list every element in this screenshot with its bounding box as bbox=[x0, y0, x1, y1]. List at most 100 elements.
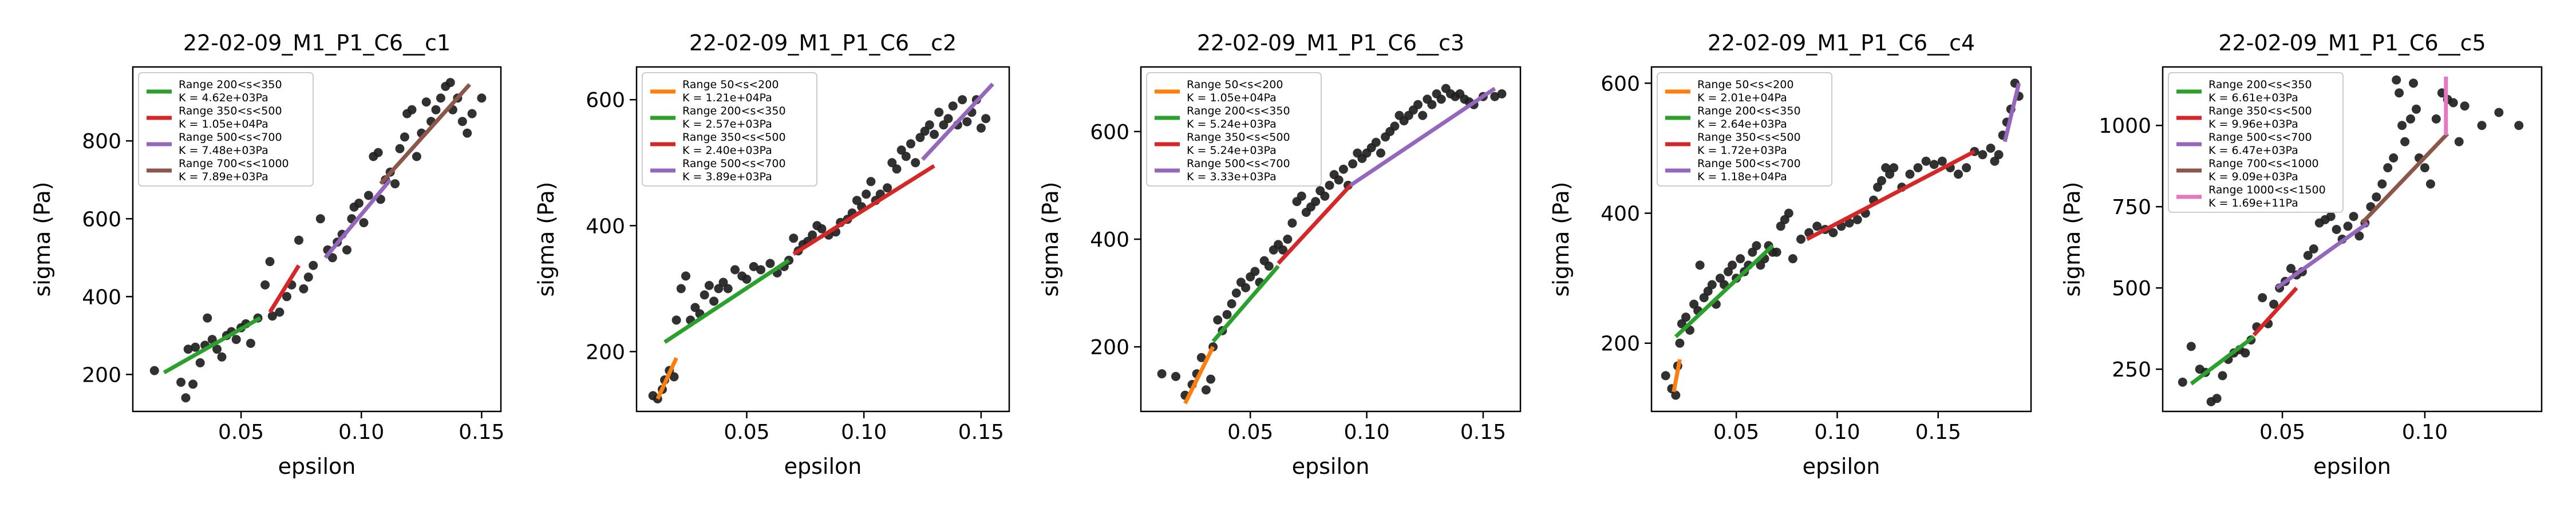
legend-box bbox=[1146, 72, 1322, 187]
legend-entry-k: K = 6.61e+03Pa bbox=[2208, 92, 2298, 104]
fit-line-1 bbox=[163, 316, 262, 375]
x-tick-label: 0.10 bbox=[841, 421, 887, 444]
axes-frame bbox=[1650, 66, 2032, 413]
fit-line-2 bbox=[2252, 286, 2298, 336]
fit-line-2 bbox=[663, 258, 791, 344]
data-point bbox=[1222, 310, 1232, 319]
data-point bbox=[1990, 156, 2000, 166]
data-point bbox=[407, 105, 417, 114]
data-point bbox=[901, 152, 911, 161]
data-point bbox=[730, 265, 740, 275]
data-point bbox=[1681, 312, 1690, 322]
x-tick-label: 0.05 bbox=[2259, 421, 2305, 444]
data-point bbox=[282, 292, 291, 302]
y-tick-label: 1000 bbox=[2099, 114, 2151, 138]
axes-frame bbox=[635, 66, 1010, 413]
chart-title: 22-02-09_M1_P1_C6__c2 bbox=[689, 30, 957, 56]
data-point bbox=[212, 344, 222, 354]
data-point bbox=[911, 158, 920, 168]
fit-line-4 bbox=[920, 82, 994, 161]
fit-line-3 bbox=[792, 164, 935, 256]
data-point bbox=[1707, 280, 1717, 290]
data-point bbox=[1338, 164, 1348, 174]
data-point bbox=[1986, 144, 1996, 153]
legend-entry-k: K = 1.21e+04Pa bbox=[682, 92, 772, 104]
data-point bbox=[294, 235, 303, 245]
y-tick-label: 200 bbox=[1090, 336, 1129, 359]
data-point bbox=[962, 117, 972, 126]
data-point bbox=[1978, 150, 1988, 160]
data-point bbox=[892, 164, 902, 174]
legend-entry-range: Range 500<s<700 bbox=[179, 131, 282, 144]
data-point bbox=[1196, 352, 1206, 362]
data-point bbox=[1320, 191, 1330, 201]
data-point bbox=[1788, 254, 1797, 264]
data-point bbox=[467, 109, 477, 118]
data-point bbox=[920, 126, 930, 136]
y-axis-label: sigma (Pa) bbox=[1038, 181, 1063, 296]
x-axis-label: epsilon bbox=[784, 454, 862, 479]
legend-entry-range: Range 350<s<500 bbox=[179, 105, 282, 117]
legend-entry-range: Range 700<s<1000 bbox=[2208, 157, 2319, 170]
data-point bbox=[1497, 89, 1507, 98]
chart-title: 22-02-09_M1_P1_C6__c3 bbox=[1197, 30, 1464, 56]
fit-line-1 bbox=[1672, 359, 1682, 393]
data-point bbox=[1348, 159, 1358, 169]
chart-panel-1: 22-02-09_M1_P1_C6__c1 0.05 0.10 0.15 200 400 6… bbox=[30, 30, 504, 479]
legend-entry-range: Range 50<s<200 bbox=[682, 78, 779, 91]
data-point bbox=[1677, 319, 1686, 328]
data-point bbox=[2460, 101, 2470, 111]
y-tick-label: 800 bbox=[82, 130, 121, 153]
data-point bbox=[883, 183, 892, 193]
x-tick-label: 0.05 bbox=[1713, 421, 1759, 444]
fit-line-3 bbox=[323, 179, 392, 259]
data-point bbox=[421, 97, 431, 107]
chart-panel-4: 22-02-09_M1_P1_C6__c4 0.05 0.10 0.15 200 400 6… bbox=[1548, 30, 2032, 479]
data-point bbox=[445, 78, 455, 88]
data-point bbox=[1776, 221, 1785, 231]
data-point bbox=[183, 344, 193, 354]
data-point bbox=[976, 123, 986, 133]
axes-frame bbox=[132, 66, 502, 413]
x-tick-label: 0.10 bbox=[1344, 421, 1389, 444]
x-axis-label: epsilon bbox=[1803, 454, 1880, 479]
y-axis-label: sigma (Pa) bbox=[30, 181, 55, 296]
data-point bbox=[195, 358, 205, 367]
data-point bbox=[1675, 338, 1685, 348]
data-point bbox=[948, 101, 958, 111]
data-point bbox=[1752, 241, 1761, 251]
data-point bbox=[1283, 235, 1293, 244]
data-point bbox=[681, 271, 690, 281]
fit-line-2 bbox=[1674, 244, 1774, 338]
data-point bbox=[436, 93, 445, 103]
data-point bbox=[2389, 153, 2399, 163]
legend-entry-range: Range 500<s<700 bbox=[1697, 157, 1801, 170]
fit-line-4 bbox=[2360, 132, 2449, 225]
fit-line-2 bbox=[268, 264, 301, 314]
data-point bbox=[412, 152, 421, 161]
data-point bbox=[1413, 100, 1423, 109]
fit-line-3 bbox=[1805, 149, 1976, 241]
data-point bbox=[1852, 215, 1862, 224]
data-point bbox=[709, 296, 719, 306]
legend-entry-range: Range 500<s<700 bbox=[1187, 157, 1290, 170]
data-point bbox=[354, 199, 364, 208]
data-point bbox=[2309, 244, 2318, 253]
data-point bbox=[217, 352, 227, 362]
data-point bbox=[749, 262, 758, 271]
data-point bbox=[1287, 218, 1297, 228]
data-point bbox=[742, 274, 752, 284]
data-point bbox=[1661, 371, 1670, 381]
y-tick-label: 600 bbox=[82, 208, 121, 231]
legend-entry-k: K = 2.40e+03Pa bbox=[682, 144, 772, 157]
data-point bbox=[1954, 169, 1963, 179]
data-point bbox=[1201, 385, 1211, 395]
data-point bbox=[2383, 163, 2393, 173]
chart-title: 22-02-09_M1_P1_C6__c4 bbox=[1708, 30, 1975, 56]
axes-frame bbox=[2162, 66, 2543, 413]
data-point bbox=[669, 372, 679, 382]
